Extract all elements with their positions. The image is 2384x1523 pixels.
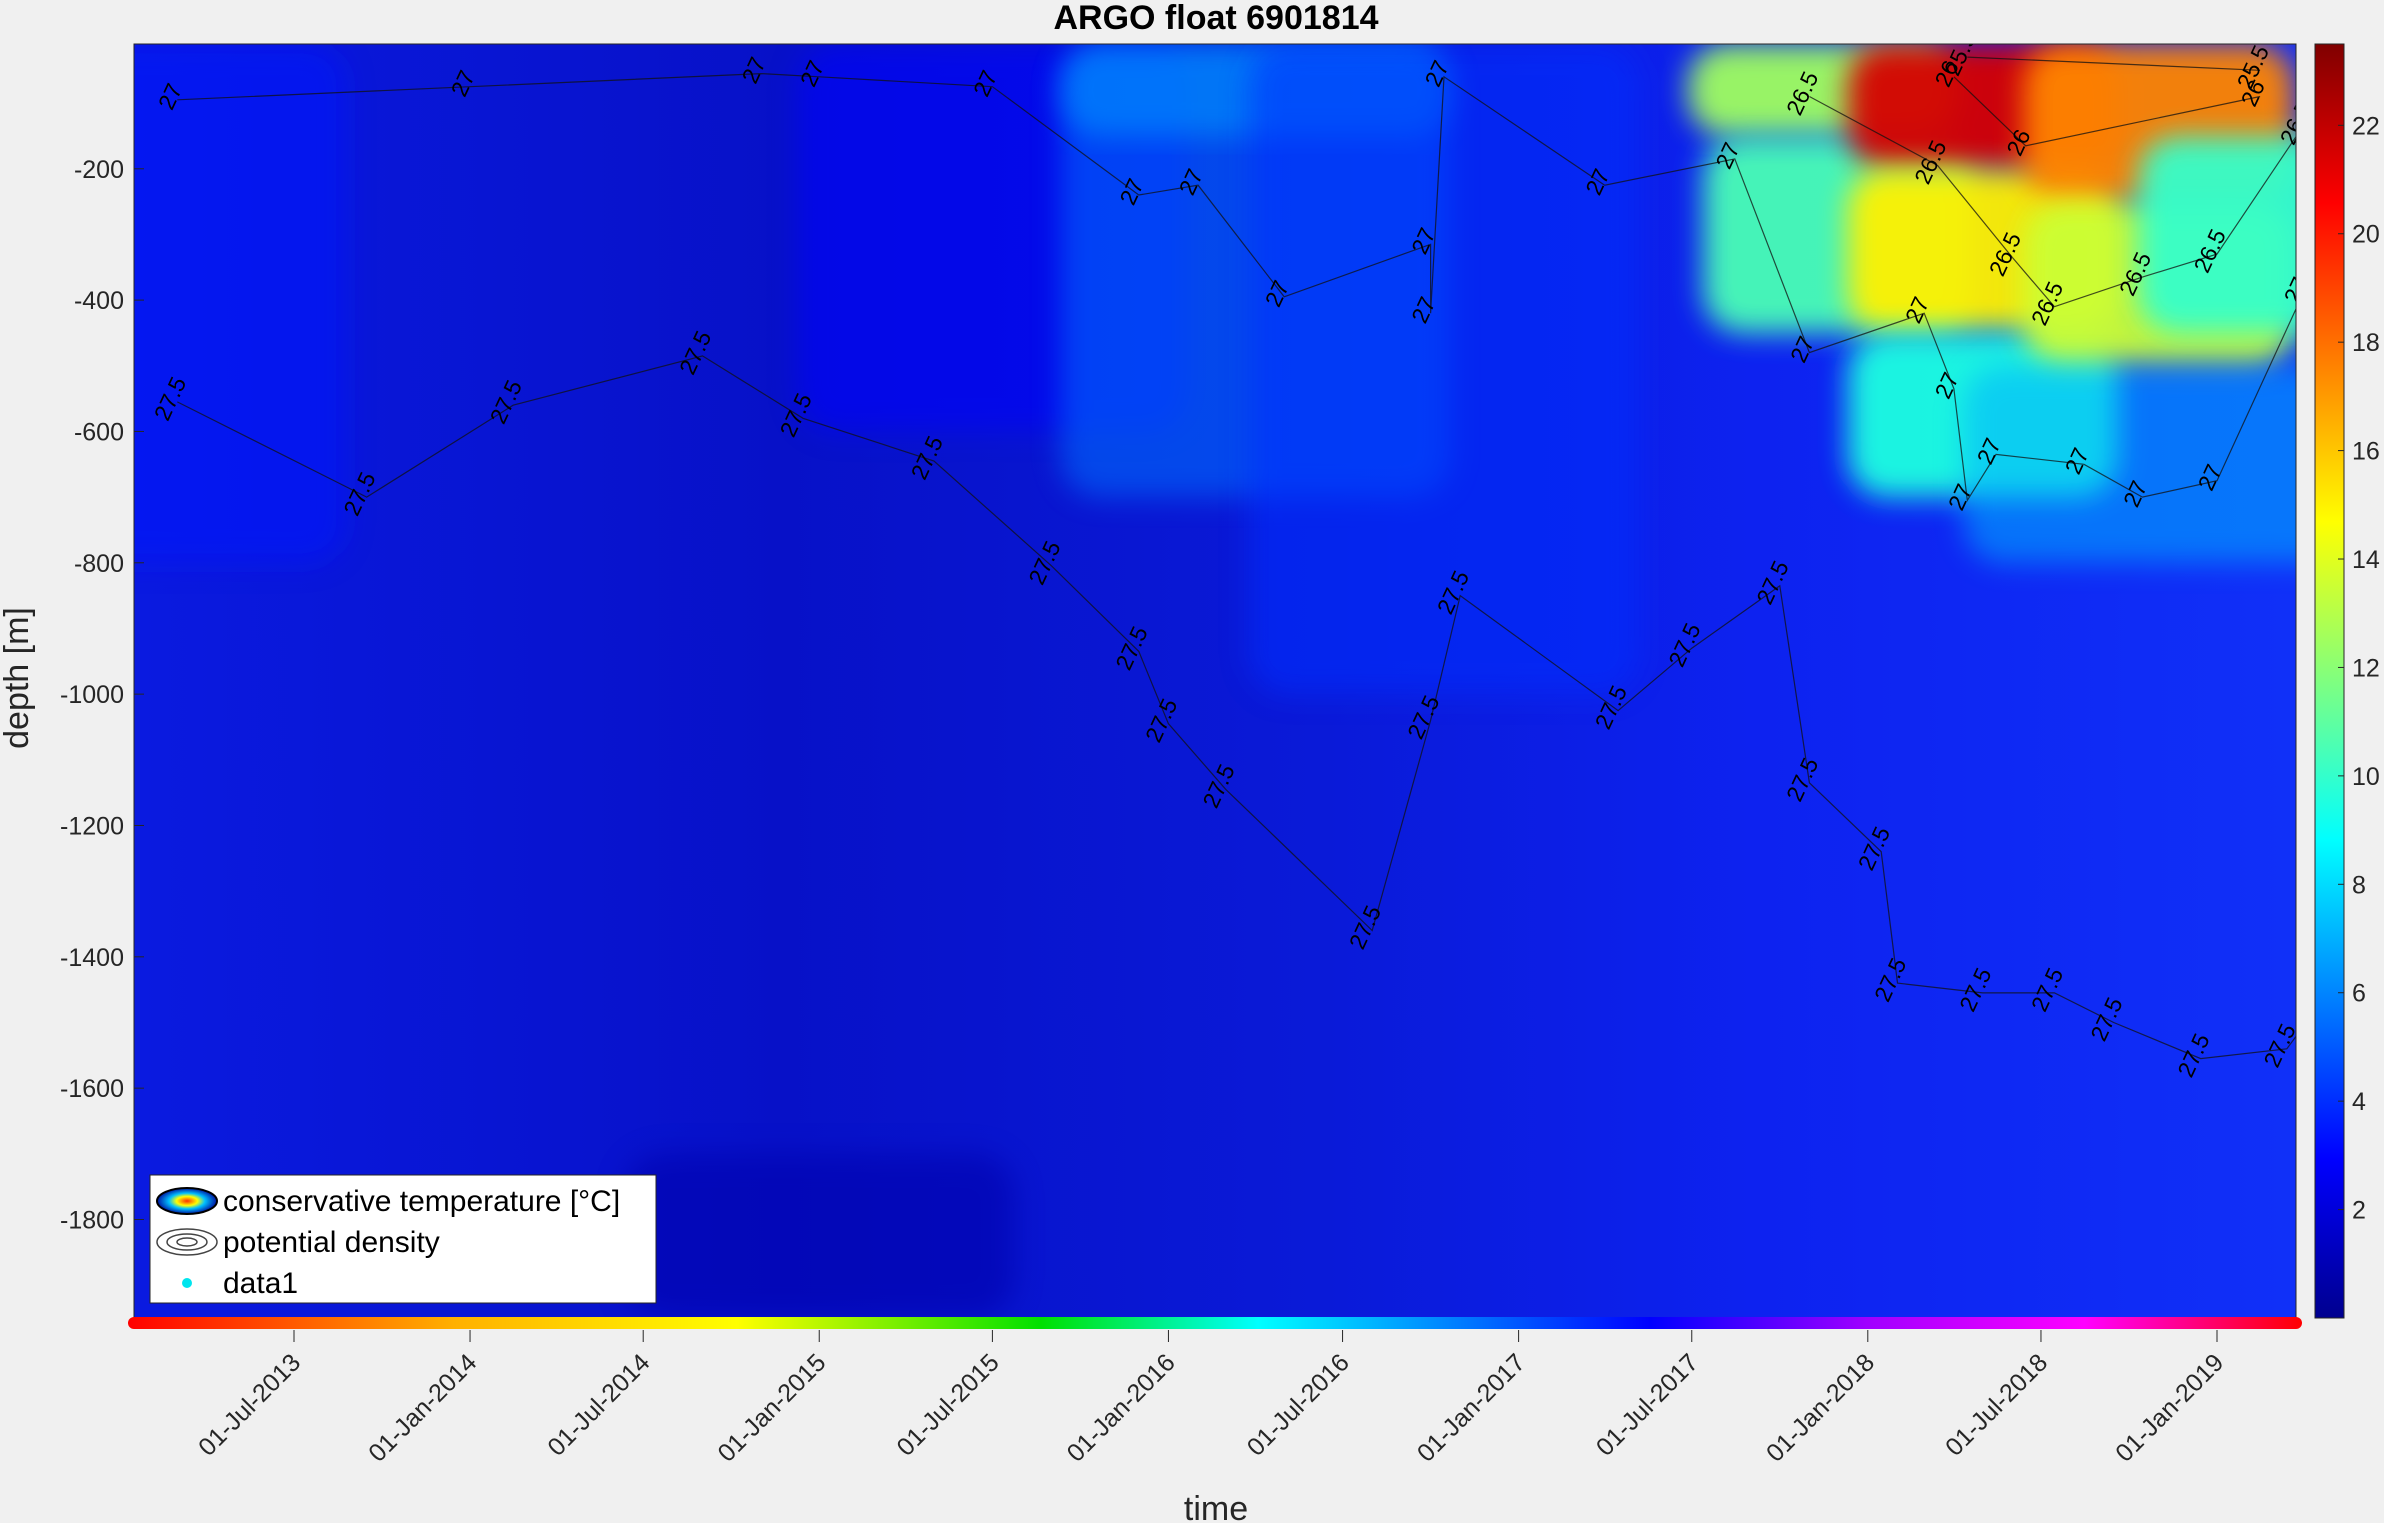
legend-entry-temperature: conservative temperature [°C] bbox=[223, 1185, 620, 1218]
colorbar-tick-label: 4 bbox=[2352, 1088, 2366, 1116]
x-tick-label: 01-Jul-2018 bbox=[1940, 1348, 2053, 1461]
density-contour-27-5 bbox=[177, 355, 2296, 1060]
x-tick-label: 01-Jul-2015 bbox=[891, 1348, 1004, 1461]
y-tick-label: -400 bbox=[74, 287, 124, 315]
y-tick-label: -200 bbox=[74, 156, 124, 184]
colorbar-tick-label: 8 bbox=[2352, 871, 2366, 899]
y-tick-label: -1400 bbox=[60, 944, 124, 972]
y-tick-label: -1200 bbox=[60, 812, 124, 840]
colorbar-tick-label: 14 bbox=[2352, 546, 2380, 574]
legend: conservative temperature [°C] potential … bbox=[149, 1174, 657, 1304]
temperature-patch bbox=[624, 1153, 1015, 1318]
colorbar-tick-label: 20 bbox=[2352, 221, 2380, 249]
time-color-bar bbox=[128, 1317, 2302, 1329]
temperature-field bbox=[134, 44, 2296, 1318]
legend-data1-marker bbox=[182, 1278, 192, 1288]
colorbar-ticks: 2 4 6 8 10 12 14 16 18 20 22 bbox=[2338, 112, 2380, 1225]
legend-density-icon bbox=[156, 1228, 218, 1256]
y-tick-label: -1600 bbox=[60, 1075, 124, 1103]
x-tick-label: 01-Jan-2015 bbox=[712, 1348, 831, 1467]
x-tick-label: 01-Jan-2017 bbox=[1412, 1348, 1531, 1467]
y-tick-label: -600 bbox=[74, 418, 124, 446]
legend-entry-density: potential density bbox=[223, 1226, 440, 1259]
x-tick-label: 01-Jul-2017 bbox=[1591, 1348, 1704, 1461]
x-axis-ticks: 01-Jul-2013 01-Jan-2014 01-Jul-2014 01-Jan-… bbox=[193, 1330, 2229, 1468]
legend-entry-data1: data1 bbox=[223, 1267, 298, 1300]
density-contours bbox=[177, 56, 2296, 1060]
y-tick-label: -1800 bbox=[60, 1206, 124, 1234]
x-tick-label: 01-Jan-2018 bbox=[1761, 1348, 1880, 1467]
density-contour-26-5 bbox=[1809, 95, 2296, 308]
colorbar-tick-label: 22 bbox=[2352, 112, 2380, 140]
temperature-patch bbox=[1963, 365, 2296, 563]
y-axis-ticks: -200 -400 -600 -800 -1000 -1200 -1400 -1600 -180… bbox=[60, 156, 144, 1234]
colorbar-tick-label: 12 bbox=[2352, 654, 2380, 682]
legend-box bbox=[149, 1174, 657, 1304]
x-tick-label: 01-Jan-2016 bbox=[1062, 1348, 1181, 1467]
colorbar-tick-label: 10 bbox=[2352, 763, 2380, 791]
temperature-patch bbox=[1248, 44, 1639, 695]
x-tick-label: 01-Jul-2014 bbox=[542, 1348, 655, 1461]
x-tick-label: 01-Jul-2016 bbox=[1242, 1348, 1355, 1461]
colorbar bbox=[2314, 43, 2345, 1319]
density-contour-27 bbox=[177, 72, 2296, 503]
y-tick-label: -1000 bbox=[60, 681, 124, 709]
colorbar-tick-label: 16 bbox=[2352, 438, 2380, 466]
y-tick-label: -800 bbox=[74, 550, 124, 578]
density-contour-25-5 bbox=[1967, 56, 2261, 71]
colorbar-tick-label: 6 bbox=[2352, 980, 2366, 1008]
chart-title: ARGO float 6901814 bbox=[1053, 0, 1378, 37]
temperature-patch bbox=[2138, 135, 2296, 333]
colorbar-tick-label: 2 bbox=[2352, 1197, 2366, 1225]
legend-temperature-icon bbox=[156, 1187, 218, 1215]
temperature-patch bbox=[134, 44, 346, 563]
x-tick-label: 01-Jan-2014 bbox=[363, 1348, 482, 1467]
colorbar-tick-label: 18 bbox=[2352, 329, 2380, 357]
x-axis-label: time bbox=[1184, 1490, 1248, 1523]
y-axis-label: depth [m] bbox=[0, 607, 36, 749]
x-tick-label: 01-Jul-2013 bbox=[193, 1348, 306, 1461]
x-tick-label: 01-Jan-2019 bbox=[2110, 1348, 2229, 1467]
density-contour-26 bbox=[1953, 76, 2261, 147]
